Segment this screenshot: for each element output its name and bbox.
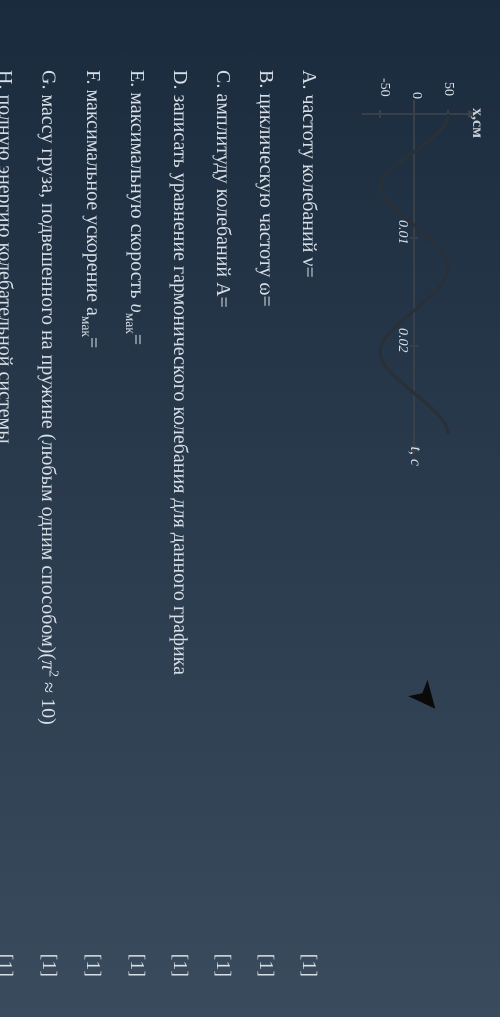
item-score: [1] [164,954,195,977]
item-text: максимальное ускорение aмак= [82,90,104,349]
y-axis-label: x,см [468,108,486,138]
item-score: [1] [121,954,152,977]
item-text: массу груза, подвешенного на пружине (лю… [37,94,59,724]
item-score: [1] [293,954,324,977]
item-letter: G. [37,70,59,89]
question-item: H. полную энергию колебательной системы … [0,70,20,977]
item-letter: E. [126,70,148,87]
graph-svg [342,70,482,470]
item-text: полную энергию колебательной системы [0,94,16,443]
question-item: A. частоту колебаний ν= [1] [293,70,324,977]
question-item: E. максимальную скорость υмак= [1] [120,70,152,977]
item-letter: B. [255,70,277,88]
item-letter: C. [212,70,234,88]
item-text: записать уравнение гармонического колеба… [169,94,191,675]
x-tick-2: 0.02 [394,328,410,353]
cursor-icon: ➤ [398,669,456,725]
page-content: x,см 50 0 -50 0.01 0.02 t, c [0,0,500,1017]
item-text: частоту колебаний ν= [298,94,320,277]
x-tick-1: 0.01 [394,220,410,245]
item-score: [1] [207,954,238,977]
question-item: C. амплитуду колебаний A= [1] [207,70,238,977]
item-text: амплитуду колебаний A= [212,93,234,308]
y-tick-neg: -50 [376,78,392,97]
question-item: B. циклическую частоту ω= [1] [250,70,281,977]
item-letter: A. [298,70,320,89]
item-score: [1] [77,954,108,977]
item-score: [1] [250,954,281,977]
item-score: [1] [0,954,20,977]
question-item: F. максимальное ускорение aмак= [1] [76,70,108,977]
graph-row: x,см 50 0 -50 0.01 0.02 t, c [342,70,482,977]
item-letter: D. [169,70,191,89]
oscillation-graph: x,см 50 0 -50 0.01 0.02 t, c [342,70,482,470]
y-tick-zero: 0 [408,92,424,99]
question-list: A. частоту колебаний ν= [1] B. циклическ… [0,70,324,977]
y-tick-pos: 50 [440,82,456,96]
item-letter: F. [82,70,104,85]
item-letter: H. [0,70,16,89]
x-axis-label: t, c [406,446,424,466]
question-item: D. записать уравнение гармонического кол… [164,70,195,977]
question-item: G. массу груза, подвешенного на пружине … [32,70,64,977]
item-text: циклическую частоту ω= [255,93,277,306]
item-score: [1] [33,954,64,977]
item-text: максимальную скорость υмак= [126,92,148,345]
